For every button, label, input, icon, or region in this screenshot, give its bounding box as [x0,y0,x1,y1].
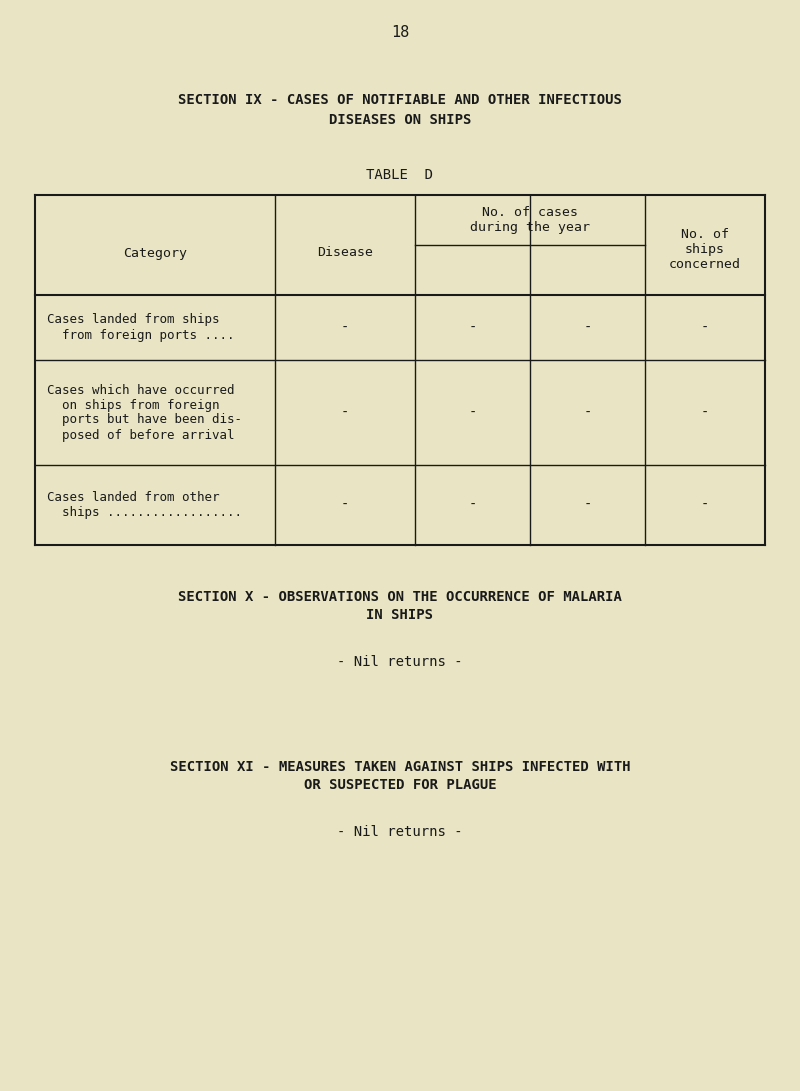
Text: -: - [468,406,477,420]
Text: IN SHIPS: IN SHIPS [366,608,434,622]
Text: OR SUSPECTED FOR PLAGUE: OR SUSPECTED FOR PLAGUE [304,778,496,792]
Text: -: - [341,321,349,335]
Text: Cases which have occurred
  on ships from foreign
  ports but have been dis-
  p: Cases which have occurred on ships from … [47,384,242,442]
Text: SECTION XI - MEASURES TAKEN AGAINST SHIPS INFECTED WITH: SECTION XI - MEASURES TAKEN AGAINST SHIP… [170,760,630,774]
Text: -: - [341,406,349,420]
Text: -: - [701,406,709,420]
Text: Cases landed from ships
  from foreign ports ....: Cases landed from ships from foreign por… [47,313,234,341]
Text: -: - [701,321,709,335]
Text: - Nil returns -: - Nil returns - [337,655,463,669]
Text: DISEASES ON SHIPS: DISEASES ON SHIPS [329,113,471,127]
Text: SECTION X - OBSERVATIONS ON THE OCCURRENCE OF MALARIA: SECTION X - OBSERVATIONS ON THE OCCURREN… [178,590,622,604]
Text: -: - [468,321,477,335]
Text: TABLE  D: TABLE D [366,168,434,182]
Text: No. of cases
during the year: No. of cases during the year [470,206,590,233]
Text: 18: 18 [391,25,409,40]
Text: - Nil returns -: - Nil returns - [337,825,463,839]
Text: Category: Category [123,247,187,260]
Text: No. of
ships
concerned: No. of ships concerned [669,228,741,272]
Text: Cases landed from other
  ships ..................: Cases landed from other ships ..........… [47,491,242,519]
Text: -: - [583,321,592,335]
Text: -: - [583,497,592,512]
Text: -: - [583,406,592,420]
Text: Disease: Disease [317,247,373,260]
Text: -: - [701,497,709,512]
Text: SECTION IX - CASES OF NOTIFIABLE AND OTHER INFECTIOUS: SECTION IX - CASES OF NOTIFIABLE AND OTH… [178,93,622,107]
Text: -: - [341,497,349,512]
Text: -: - [468,497,477,512]
